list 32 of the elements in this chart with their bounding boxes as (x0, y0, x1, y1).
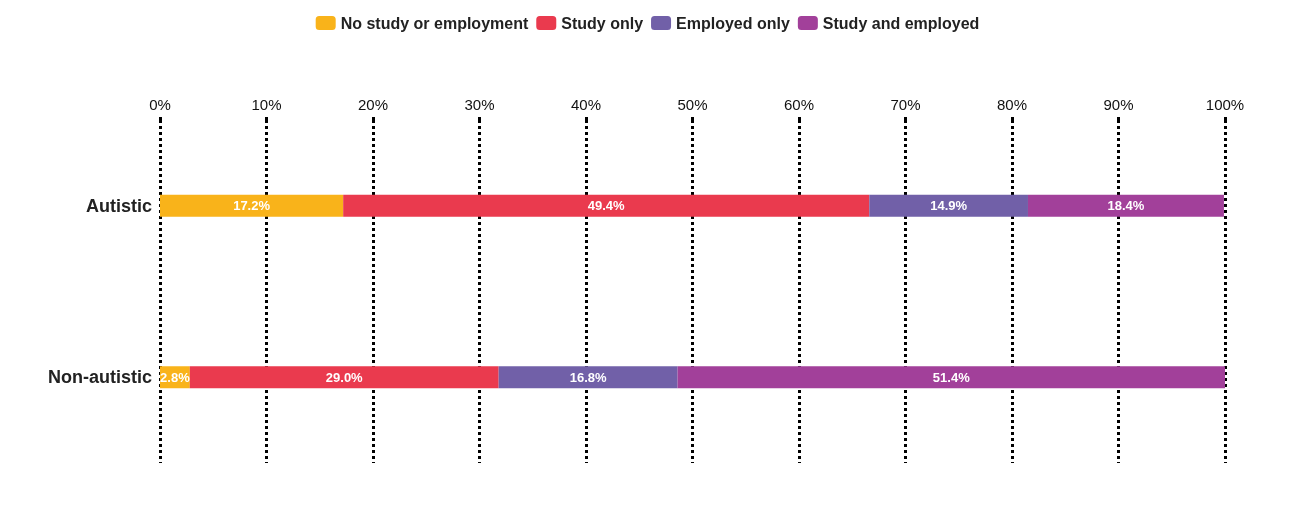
data-label: 49.4% (587, 198, 626, 214)
x-tick-label: 20% (357, 96, 389, 113)
x-tick-label: 0% (149, 96, 171, 113)
x-tick-label: 70% (890, 96, 921, 113)
bar (677, 366, 1225, 389)
data-label: 29.0% (325, 369, 364, 385)
bar (498, 366, 678, 389)
y-tick-label: Non-autistic (47, 367, 152, 388)
x-tick-label: 10% (251, 96, 282, 113)
data-label: 18.4% (1107, 198, 1145, 214)
x-tick-label: 100% (1205, 96, 1245, 113)
legend-label: Study and employed (822, 14, 980, 32)
x-tick-label: 90% (1103, 96, 1134, 113)
bar (343, 194, 870, 217)
x-tick-label: 40% (570, 96, 602, 113)
bar (1027, 194, 1224, 217)
x-tick-label: 80% (996, 96, 1028, 113)
data-label: 16.8% (569, 369, 607, 385)
data-label: 17.2% (233, 198, 271, 214)
y-tick-label: Autistic (85, 195, 152, 216)
data-label: 2.8% (160, 369, 191, 385)
x-tick-label: 60% (783, 96, 815, 113)
bar (189, 366, 499, 389)
data-label: 51.4% (932, 369, 971, 385)
legend-label: Study only (561, 14, 644, 32)
bar (160, 194, 344, 217)
bar (869, 194, 1028, 217)
x-tick-label: 50% (677, 96, 708, 113)
x-tick-label: 30% (464, 96, 495, 113)
data-label: 14.9% (930, 198, 968, 214)
legend-label: Employed only (676, 14, 790, 32)
legend-label: No study or employment (340, 14, 529, 32)
